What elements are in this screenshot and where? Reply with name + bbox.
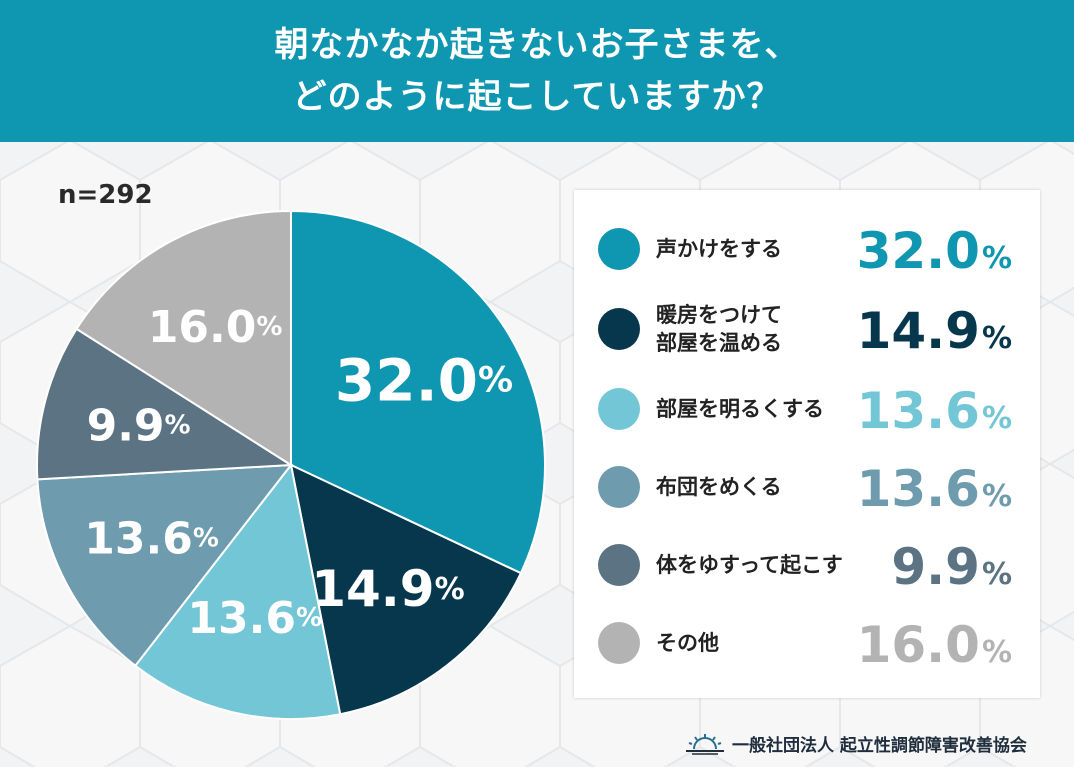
legend-value-percent: % (981, 321, 1012, 356)
legend-item: 声かけをする 32.0% (574, 214, 1040, 284)
pie-slice-4 (36, 463, 294, 668)
legend-label: 部屋を明るくする (656, 374, 866, 444)
legend-value-number: 32.0 (856, 222, 980, 280)
legend-item: 布団をめくる 13.6% (574, 452, 1040, 522)
legend-value-percent: % (981, 479, 1012, 514)
page-title-line1: 朝なかなか起きないお子さまを、 (274, 25, 800, 65)
legend-label: その他 (656, 608, 866, 678)
legend-value-percent: % (981, 557, 1012, 592)
sunrise-icon (686, 733, 724, 755)
pie-slice-6 (75, 209, 292, 467)
legend-value-percent: % (981, 635, 1012, 670)
legend-value-number: 13.6 (856, 382, 980, 440)
legend-value: 16.0% (857, 608, 1012, 678)
legend-label-line1: 声かけをする (656, 237, 782, 261)
legend-label: 体をゆすって起こす (656, 530, 866, 600)
organization-name: 一般社団法人 起立性調節障害改善協会 (732, 736, 1027, 756)
legend-label-line1: 部屋を明るくする (656, 397, 824, 421)
legend-value: 32.0% (857, 214, 1012, 284)
legend-label: 暖房をつけて 部屋を温める (656, 294, 866, 364)
pie-slice-2 (289, 463, 523, 716)
legend-item: 暖房をつけて 部屋を温める 14.9% (574, 294, 1040, 364)
pie-label-6: 16.0% (148, 301, 283, 352)
legend-label-line1: 体をゆすって起こす (656, 553, 843, 577)
legend-item: 体をゆすって起こす 9.9% (574, 530, 1040, 600)
legend-swatch (598, 308, 640, 350)
legend-swatch (598, 544, 640, 586)
legend-value-percent: % (981, 241, 1012, 276)
legend-label-line2: 部屋を温める (656, 331, 782, 355)
pie-slice-3 (133, 462, 342, 720)
legend: 声かけをする 32.0% 暖房をつけて 部屋を温める 14.9% 部屋を明るくする 13.6… (574, 190, 1040, 698)
page-title-line2: どのように起こしていますか？ (292, 77, 782, 117)
legend-value-number: 16.0 (856, 616, 980, 674)
sample-size: n=292 (58, 180, 153, 210)
legend-item: 部屋を明るくする 13.6% (574, 374, 1040, 444)
pie-slice-5 (36, 327, 295, 481)
footer: 一般社団法人 起立性調節障害改善協会 (686, 731, 1027, 756)
legend-swatch (598, 466, 640, 508)
pie-slice-1 (290, 209, 546, 575)
pie-label-2: 14.9% (311, 560, 464, 618)
legend-label-line1: 布団をめくる (656, 475, 782, 499)
legend-label-line1: その他 (656, 631, 719, 655)
legend-swatch (598, 228, 640, 270)
pie-label-1: 32.0% (335, 347, 513, 415)
pie-label-5: 9.9% (87, 400, 191, 451)
legend-swatch (598, 622, 640, 664)
legend-label: 声かけをする (656, 214, 866, 284)
legend-value: 13.6% (857, 452, 1012, 522)
legend-value-number: 13.6 (856, 460, 980, 518)
legend-value-number: 14.9 (856, 302, 980, 360)
legend-value-number: 9.9 (891, 538, 980, 596)
legend-swatch (598, 388, 640, 430)
legend-value: 14.9% (857, 294, 1012, 364)
legend-label-line1: 暖房をつけて (656, 303, 782, 327)
pie-label-3: 13.6% (187, 593, 322, 644)
legend-label: 布団をめくる (656, 452, 866, 522)
header-banner: 朝なかなか起きないお子さまを、 どのように起こしていますか？ (0, 0, 1074, 142)
pie-label-4: 13.6% (84, 513, 219, 564)
legend-value-percent: % (981, 401, 1012, 436)
legend-value: 13.6% (857, 374, 1012, 444)
legend-value: 9.9% (891, 530, 1012, 600)
legend-item: その他 16.0% (574, 608, 1040, 678)
